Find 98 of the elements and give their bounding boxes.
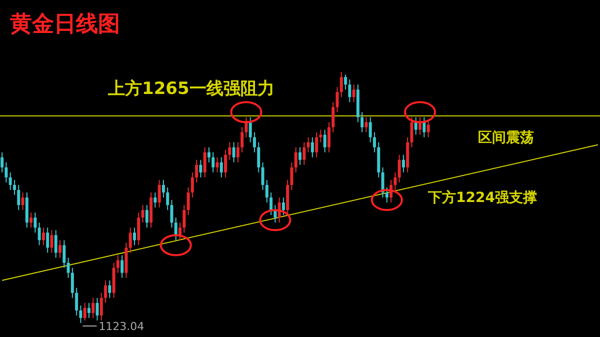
- candlestick: [38, 222, 41, 246]
- candlestick: [17, 184, 20, 211]
- candlestick: [220, 156, 223, 178]
- candlestick: [228, 142, 232, 160]
- candlestick: [30, 212, 33, 228]
- candlestick: [414, 116, 418, 136]
- candlestick: [21, 192, 24, 211]
- candlestick: [422, 116, 426, 138]
- candlestick: [96, 297, 99, 321]
- candlestick: [261, 162, 264, 190]
- candlestick: [257, 142, 260, 173]
- candlestick: [83, 302, 86, 321]
- candlestick: [310, 136, 314, 158]
- candlestick: [306, 136, 310, 153]
- candlestick: [42, 227, 45, 246]
- candlestick: [104, 280, 108, 304]
- candlestick: [336, 86, 339, 113]
- candlestick: [294, 146, 298, 173]
- ref-line-label: 上方1265一线强阻力: [107, 78, 274, 99]
- candlestick: [166, 186, 170, 211]
- candlestick: [244, 116, 248, 138]
- annotation: 区间震荡: [478, 130, 534, 146]
- candlestick: [302, 142, 306, 166]
- candlestick: [270, 192, 273, 216]
- candlestick: [132, 227, 136, 246]
- candlestick: [62, 240, 66, 268]
- candlestick: [381, 166, 384, 198]
- candlestick: [128, 227, 132, 254]
- candlestick: [190, 172, 194, 198]
- candlestick: [154, 192, 157, 208]
- candlestick: [79, 304, 82, 324]
- candlestick: [174, 217, 178, 241]
- candlestick: [394, 172, 397, 190]
- candlestick: [170, 200, 174, 228]
- candlestick: [282, 197, 285, 216]
- candlestick: [236, 142, 240, 163]
- candlestick: [240, 126, 244, 153]
- candlestick: [50, 230, 54, 254]
- candlestick: [368, 116, 372, 143]
- candlestick: [224, 149, 228, 178]
- candlestick: [360, 112, 364, 133]
- candlestick: [315, 132, 318, 158]
- candlestick: [216, 156, 219, 173]
- candlestick: [426, 119, 430, 138]
- candlestick: [75, 287, 78, 316]
- candlestick: [402, 154, 405, 173]
- candlestick: [12, 179, 16, 196]
- candlestick: [182, 204, 186, 234]
- candlestick: [141, 204, 144, 224]
- candlestick: [199, 159, 202, 178]
- candlestick: [207, 146, 210, 163]
- candlestick: [108, 280, 112, 298]
- candlestick: [92, 297, 95, 318]
- candlestick: [323, 129, 326, 153]
- candlestick: [212, 152, 215, 173]
- annotation: 下方1224强支撑: [427, 189, 537, 206]
- candlestick: [87, 302, 90, 318]
- candlestick: [265, 179, 268, 204]
- candlestick: [348, 79, 352, 103]
- candlestick: [203, 146, 206, 178]
- candlestick: [46, 227, 50, 254]
- candlestick: [186, 186, 190, 216]
- candlestick: [372, 132, 376, 153]
- point: [404, 101, 436, 124]
- candlestick: [232, 142, 236, 163]
- candlestick: [178, 222, 182, 241]
- candlestick: [120, 254, 124, 278]
- candlestick: [327, 122, 330, 153]
- candlestick: [410, 116, 414, 148]
- candlestick: [137, 212, 140, 246]
- candlestick: [4, 162, 8, 183]
- candlestick: [298, 146, 302, 166]
- candlestick: [364, 116, 368, 133]
- candlestick: [195, 159, 198, 183]
- candlestick: [66, 257, 70, 278]
- candlestick: [70, 267, 74, 298]
- candlestick: [0, 152, 4, 173]
- candlestick: [398, 154, 401, 183]
- candlestick: [100, 292, 103, 321]
- candlestick: [385, 186, 388, 204]
- candlestick: [8, 172, 12, 190]
- candlestick: [54, 230, 58, 258]
- candlestick: [58, 240, 62, 258]
- candlestick: [332, 102, 335, 133]
- candlestick: [340, 72, 343, 98]
- candlestick: [290, 162, 294, 190]
- candlestick: [352, 84, 356, 103]
- candlestick: [252, 132, 256, 153]
- candlestick: [319, 129, 322, 143]
- chart-title: 黄金日线图: [9, 12, 120, 37]
- candlestick: [162, 179, 165, 198]
- candlestick: [158, 179, 161, 208]
- candlestick: [248, 116, 252, 143]
- annotation: 1123.04: [98, 320, 144, 333]
- candlestick: [145, 204, 148, 228]
- candlestick: [116, 254, 120, 274]
- candlestick: [34, 212, 37, 234]
- candlestick: [344, 74, 348, 90]
